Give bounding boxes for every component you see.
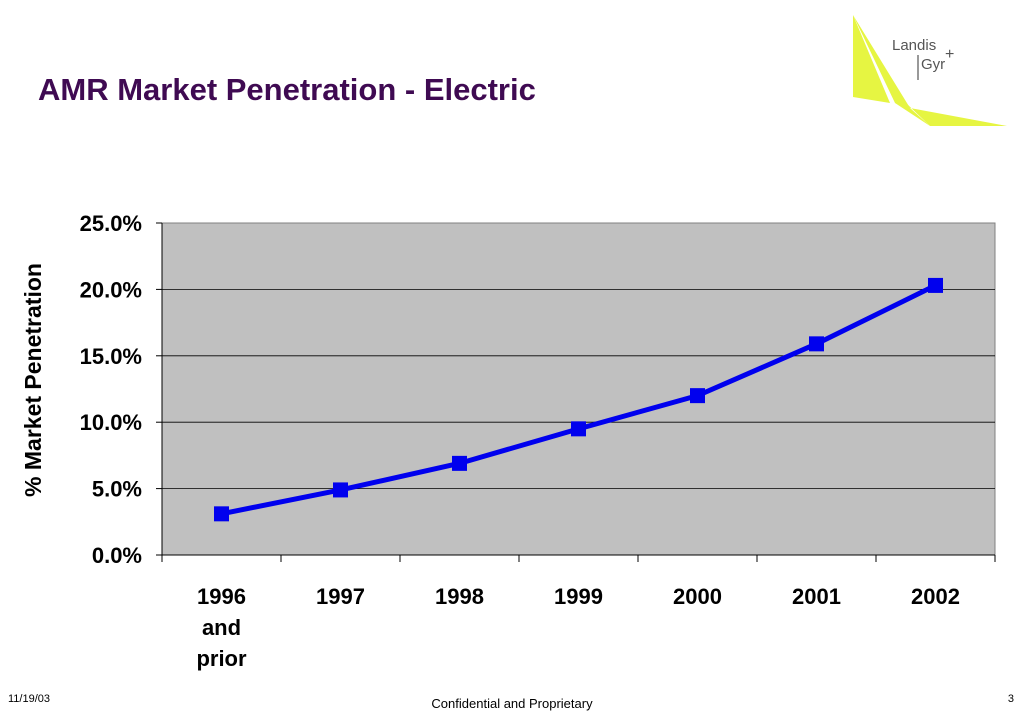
slide-title: AMR Market Penetration - Electric — [38, 72, 536, 107]
logo-accent-shape-lower — [906, 103, 1007, 126]
x-tick-label: 1999 — [554, 584, 603, 609]
data-point-marker — [928, 277, 943, 293]
y-tick-label: 10.0% — [80, 410, 142, 435]
y-tick-label: 20.0% — [80, 277, 142, 302]
logo-plus: + — [945, 46, 954, 63]
x-tick-label: 1998 — [435, 584, 484, 609]
x-tick-label: 1997 — [316, 584, 365, 609]
x-tick-labels: 1996 and prior 1997 1998 1999 2000 2001 2002 — [196, 584, 960, 671]
axes — [156, 222, 996, 562]
plot-area — [161, 222, 996, 556]
x-tick-label: 2001 — [792, 584, 841, 609]
page-number: 3 — [1007, 693, 1014, 705]
y-tick-label: 15.0% — [80, 344, 142, 369]
footer-confidential: Confidential and Proprietary — [431, 696, 593, 711]
logo-text-line1: Landis — [892, 37, 936, 54]
x-tick-label: 2000 — [673, 584, 722, 609]
y-tick-labels: 0.0% 5.0% 10.0% 15.0% 20.0% 25.0% — [80, 211, 142, 568]
x-tick-label: 1996 and prior — [196, 584, 247, 671]
landis-gyr-logo: Landis Gyr + — [853, 15, 1007, 126]
y-tick-label: 5.0% — [92, 477, 142, 502]
data-point-marker — [452, 455, 467, 471]
y-tick-label: 0.0% — [92, 543, 142, 568]
y-tick-label: 25.0% — [80, 211, 142, 236]
data-point-marker — [571, 421, 586, 437]
series-layer — [214, 277, 943, 522]
y-axis-label: % Market Penetration — [20, 263, 46, 497]
data-point-marker — [809, 336, 824, 352]
data-point-marker — [333, 482, 348, 498]
gridlines — [162, 288, 995, 490]
x-tick-label: 2002 — [911, 584, 960, 609]
data-point-marker — [214, 506, 229, 522]
logo-accent-shape — [853, 15, 890, 103]
footer-date: 11/19/03 — [8, 693, 51, 705]
data-point-marker — [690, 388, 705, 404]
logo-text-line2: Gyr — [921, 56, 945, 73]
